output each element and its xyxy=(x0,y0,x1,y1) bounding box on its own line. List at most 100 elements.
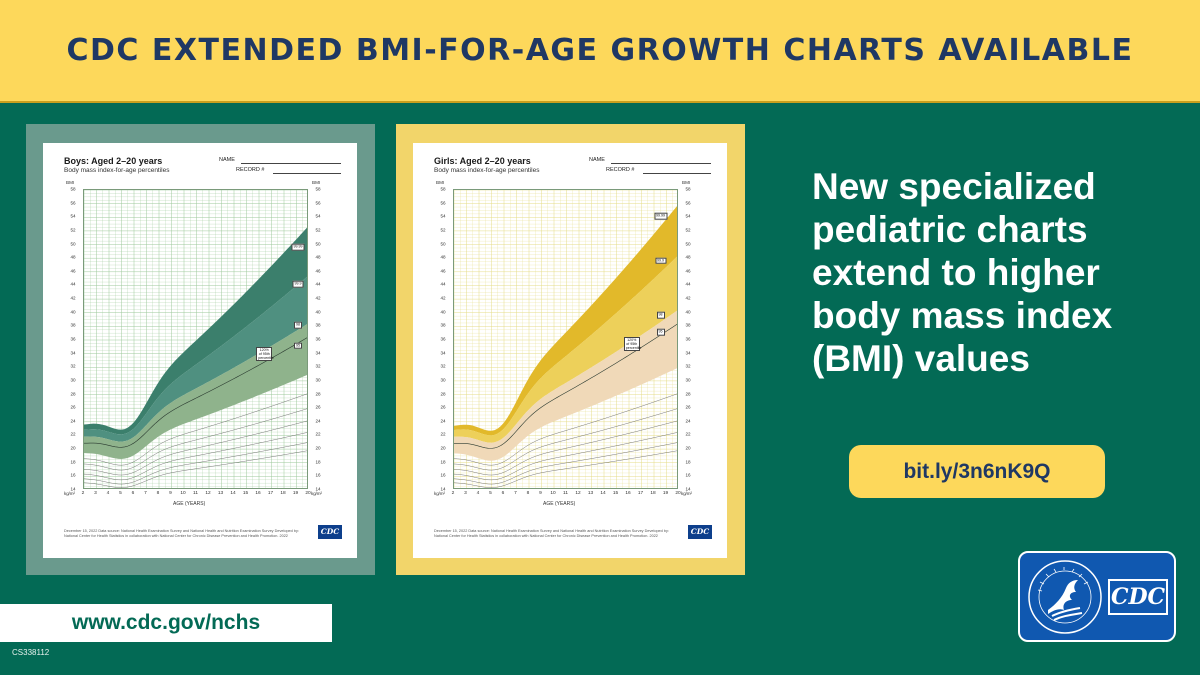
girls-y-head-right: BMI xyxy=(682,180,691,185)
girls-y-tick-label: 42 xyxy=(440,295,446,301)
boys-y-tick-label: 52 xyxy=(315,227,321,233)
boys-x-tick-label: 4 xyxy=(106,491,110,496)
boys-line-low-3 xyxy=(84,432,307,481)
boys-x-tick-label: 20 xyxy=(305,491,311,496)
boys-y-tick-label: 34 xyxy=(315,350,321,356)
girls-y-tick-label: 36 xyxy=(440,336,446,342)
girls-percent-of-95th-tag: 120% of 95th percentile xyxy=(623,337,642,352)
girls-y-tick-label: 26 xyxy=(685,404,691,410)
boys-y-tick-label: 32 xyxy=(70,363,76,369)
girls-record-line xyxy=(643,173,711,174)
girls-x-tick-label: 11 xyxy=(563,491,568,496)
boys-percentile-tag: 95 xyxy=(294,342,302,350)
girls-y-tick-label: 22 xyxy=(685,431,691,437)
short-link-button[interactable]: bit.ly/3n6nK9Q xyxy=(849,445,1105,498)
boys-y-tick-label: 38 xyxy=(315,322,321,328)
girls-name-label: NAME xyxy=(589,157,605,163)
boys-chart-title: Boys: Aged 2–20 years xyxy=(64,156,163,166)
hhs-eagle-seal-icon xyxy=(1028,560,1102,634)
boys-y-tick-label: 22 xyxy=(315,431,321,437)
girls-y-tick-label: 16 xyxy=(440,472,446,478)
girls-x-tick-label: 19 xyxy=(662,491,669,496)
boys-chart-sheet: Boys: Aged 2–20 years Body mass index-fo… xyxy=(43,143,357,558)
boys-y-tick-label: 44 xyxy=(315,281,321,287)
girls-growth-chart: BMI BMI 58 56 54 52 50 48 46 44 42 40 38 36 34 32 30 28… xyxy=(433,177,716,525)
boys-y-tick-label: 50 xyxy=(70,241,76,247)
girls-name-line xyxy=(611,163,711,164)
boys-y-tick-label: 54 xyxy=(315,213,321,219)
website-url[interactable]: www.cdc.gov/nchs xyxy=(0,604,332,642)
boys-y-tick-label: 30 xyxy=(315,377,321,383)
boys-line-low-0 xyxy=(84,393,307,466)
boys-y-tick-label: 16 xyxy=(315,472,321,478)
boys-y-tick-label: 48 xyxy=(70,254,76,260)
boys-plot-svg xyxy=(84,190,307,488)
boys-y-tick-label: 28 xyxy=(70,391,76,397)
girls-y-tick-label: 38 xyxy=(440,322,446,328)
girls-y-head-left: BMI xyxy=(436,180,445,185)
boys-y-tick-label: 22 xyxy=(70,431,76,437)
girls-y-tick-label: 24 xyxy=(685,418,691,424)
girls-x-tick-label: 13 xyxy=(587,491,594,496)
girls-y-tick-label: 54 xyxy=(440,213,446,219)
boys-y-tick-label: 58 xyxy=(315,186,321,192)
boys-y-tick-label: 18 xyxy=(70,459,76,465)
boys-x-tick-label: 8 xyxy=(156,491,160,496)
boys-x-tick-label: 12 xyxy=(205,491,211,496)
girls-y-tick-label: 50 xyxy=(685,241,691,247)
boys-line-low-5 xyxy=(84,450,307,488)
girls-y-tick-label: 30 xyxy=(440,377,446,383)
headline-message: New specialized pediatric charts extend … xyxy=(812,166,1113,379)
girls-y-tick-label: 34 xyxy=(440,350,446,356)
girls-y-tick-label: 48 xyxy=(440,254,446,260)
publication-code: CS338112 xyxy=(12,648,50,657)
boys-x-tick-label: 3 xyxy=(94,491,97,496)
girls-y-tick-label: 56 xyxy=(440,200,446,206)
boys-x-tick-label: 16 xyxy=(255,491,261,496)
boys-y-tick-label: 34 xyxy=(70,350,76,356)
girls-chart-card[interactable]: Girls: Aged 2–20 years Body mass index-f… xyxy=(396,124,745,575)
girls-y-tick-label: 40 xyxy=(685,309,691,315)
boys-x-tick-label: 7 xyxy=(144,491,147,496)
girls-y-tick-label: 20 xyxy=(440,445,446,451)
boys-x-tick-label: 14 xyxy=(230,491,236,496)
boys-y-head-left: BMI xyxy=(66,180,75,185)
girls-percentile-tag: 98 xyxy=(656,311,665,319)
boys-y-tick-label: 40 xyxy=(70,309,76,315)
boys-y-tick-label: 46 xyxy=(70,268,76,274)
boys-y-tick-label: 26 xyxy=(315,404,321,410)
girls-y-tick-label: 28 xyxy=(440,391,446,397)
girls-y-tick-label: 44 xyxy=(440,281,446,287)
girls-x-tick-label: 20 xyxy=(675,491,681,496)
girls-y-tick-label: 36 xyxy=(685,336,691,342)
girls-chart-footer: December 15, 2022 Data source: National … xyxy=(434,529,669,538)
girls-y-tick-label: 38 xyxy=(685,322,691,328)
boys-y-tick-label: 28 xyxy=(315,391,321,397)
boys-chart-card[interactable]: Boys: Aged 2–20 years Body mass index-fo… xyxy=(26,124,375,575)
boys-growth-chart: BMI BMI 58 56 54 52 50 48 46 44 42 40 38 36 34 32 30 28… xyxy=(63,177,346,525)
boys-chart-footer: December 15, 2022 Data source: National … xyxy=(64,529,299,538)
girls-y-tick-label: 26 xyxy=(440,404,446,410)
girls-x-tick-label: 5 xyxy=(489,491,492,496)
boys-cdc-logo: CDC xyxy=(318,525,342,539)
cdc-logo-text: CDC xyxy=(1110,584,1166,610)
girls-x-tick-label: 16 xyxy=(625,491,631,496)
boys-x-tick-label: 18 xyxy=(280,491,286,496)
girls-percentile-tag: 95 xyxy=(656,328,665,336)
boys-x-tick-label: 9 xyxy=(169,491,172,496)
girls-line-low-2 xyxy=(454,420,677,476)
boys-age-label: AGE (YEARS) xyxy=(173,501,206,507)
girls-chart-title: Girls: Aged 2–20 years xyxy=(434,156,531,166)
girls-x-labels: 2 3 4 5 6 7 8 9 10 11 12 13 14 15 16 17 18 19 20 xyxy=(452,491,681,499)
hhs-cdc-logo[interactable]: CDC xyxy=(1018,551,1176,642)
girls-percentile-tag: 99.9 xyxy=(655,257,666,264)
boys-x-tick-label: 2 xyxy=(81,491,85,496)
girls-line-low-5 xyxy=(454,450,677,488)
boys-y-tick-label: 58 xyxy=(70,186,76,192)
girls-cdc-logo: CDC xyxy=(688,525,712,539)
boys-y-tick-label: 56 xyxy=(70,200,76,206)
girls-line-low-4 xyxy=(454,442,677,485)
girls-y-tick-label: 34 xyxy=(685,350,691,356)
girls-x-tick-label: 4 xyxy=(476,491,480,496)
boys-percent-of-95th-tag: 120% of 95th percentile xyxy=(256,347,274,361)
